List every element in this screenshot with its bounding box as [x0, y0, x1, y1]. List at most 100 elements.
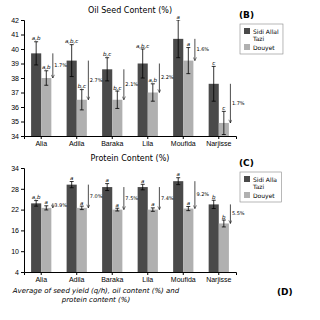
error-bar-cap [151, 83, 155, 84]
significance-label: a [187, 200, 191, 206]
significance-label: a [141, 178, 145, 184]
error-bar-cap [115, 91, 119, 92]
y-tick-label: 34 [11, 133, 19, 140]
difference-label: 7.5% [125, 195, 138, 201]
error-bar-cap [151, 211, 155, 212]
error-bar-stem [223, 220, 224, 227]
annotations: a,ba,b,cb,ca,b,caca,bb,cb,ca,bac1.7%2.7%… [32, 14, 245, 111]
error-bar [105, 184, 109, 191]
x-tick-label: Moufida [171, 140, 196, 147]
error-bar [44, 206, 48, 210]
y-tick-label: 34 [11, 165, 19, 172]
x-axis: AliaAdilaBarakaLilaMoufidaNarjisse [25, 272, 237, 284]
x-tick: Adila [69, 272, 85, 283]
x-tick: Lila [142, 272, 153, 283]
significance-label: b,c [78, 83, 86, 89]
error-bar [34, 201, 38, 207]
legend-swatch [244, 44, 250, 50]
difference-arrow [52, 53, 53, 78]
y-axis-line [21, 21, 25, 137]
error-bar-stem [71, 45, 72, 77]
panel-label: (D) [277, 287, 293, 297]
x-tick-label: Lila [142, 276, 153, 283]
y-tick: 41 [11, 31, 24, 38]
difference-arrow [159, 64, 160, 93]
error-bar-stem [81, 206, 82, 209]
x-tick-label: Baraka [101, 140, 123, 147]
difference-label: 7.0% [90, 193, 103, 199]
x-tick-label: Alia [35, 276, 47, 283]
error-bar-stem [178, 178, 179, 185]
x-axis-line [25, 273, 237, 276]
x-tick-label: Alia [35, 140, 47, 147]
x-tick-label: Adila [69, 140, 85, 147]
difference-label: 5.5% [232, 210, 245, 216]
error-bar-cap [34, 41, 38, 42]
error-bar-cap [212, 101, 216, 102]
error-bar-cap [80, 89, 84, 90]
error-bar-stem [46, 206, 47, 210]
x-tick: Moufida [171, 272, 196, 283]
panel-label: (B) [239, 10, 254, 20]
error-bar-stem [36, 201, 37, 207]
y-tick-mark [21, 136, 24, 137]
error-bar-stem [223, 111, 224, 134]
error-bar-cap [222, 226, 226, 227]
error-bar [115, 208, 119, 211]
error-bar-cap [141, 49, 145, 50]
error-bar-cap [105, 57, 109, 58]
y-tick-label: 40 [11, 46, 19, 53]
error-bar-cap [176, 177, 180, 178]
annotations: a,baaaabaaaaab3.9%7.0%7.5%7.4%9.2%5.5% [32, 171, 245, 219]
significance-label: a,b [32, 35, 41, 41]
x-tick-mark [218, 136, 219, 139]
y-tick-mark [21, 49, 24, 50]
x-tick-mark [147, 136, 148, 139]
plot-area [31, 178, 230, 272]
x-axis: AliaAdilaBarakaLilaMoufidaNarjisse [25, 136, 237, 148]
error-bar-cap [44, 70, 48, 71]
difference-arrow [88, 185, 89, 208]
error-bar-cap [44, 209, 48, 210]
error-bar-stem [71, 182, 72, 188]
significance-label: a,b [42, 64, 51, 70]
error-bar [222, 220, 226, 227]
y-tick: 34 [11, 165, 24, 172]
difference-label: 3.9% [54, 202, 67, 208]
error-bar-stem [188, 206, 189, 210]
significance-label: b [222, 214, 226, 220]
error-bar-cap [212, 208, 216, 209]
error-bar-cap [34, 200, 38, 201]
error-bar-stem [178, 20, 179, 58]
error-bar-cap [115, 210, 119, 211]
error-bar-cap [80, 209, 84, 210]
x-tick-label: Narjisse [206, 140, 231, 148]
error-bar-stem [213, 66, 214, 101]
y-tick-label: 22 [11, 206, 19, 213]
significance-label: a [187, 41, 191, 47]
error-bar-stem [46, 71, 47, 86]
y-axis-line [21, 169, 25, 273]
significance-label: c [222, 105, 225, 111]
error-bar-cap [70, 76, 74, 77]
significance-label: a [177, 171, 181, 177]
plot-area [31, 20, 230, 136]
significance-label: a [177, 14, 181, 20]
x-tick: Narjisse [206, 136, 231, 148]
difference-label: 1.6% [196, 46, 209, 52]
legend-swatch [244, 192, 250, 198]
x-axis-line [25, 137, 237, 140]
error-bar-cap [186, 210, 190, 211]
bar [219, 223, 229, 272]
y-tick: 39 [11, 60, 24, 67]
y-tick: 36 [11, 104, 24, 111]
error-bar [34, 42, 38, 65]
y-tick: 42 [11, 17, 24, 24]
x-tick-label: Adila [69, 276, 85, 283]
error-bar [176, 20, 180, 58]
y-tick-label: 10 [11, 248, 19, 255]
difference-arrow [123, 187, 124, 210]
error-bar-cap [115, 208, 119, 209]
y-tick: 4 [15, 269, 24, 276]
difference-arrow [194, 181, 195, 208]
